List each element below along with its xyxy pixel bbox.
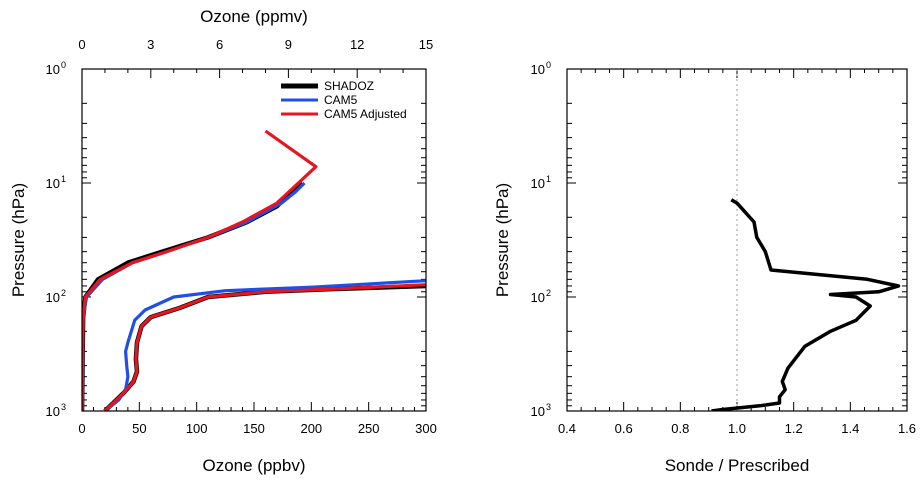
x-tick-label: 0.6 — [615, 421, 633, 436]
y-tick-label: 10 1 — [46, 174, 66, 191]
x-tick-label: 150 — [243, 421, 265, 436]
y-tick-exponent: 3 — [61, 402, 66, 412]
right-y-axis-title: Pressure (hPa) — [493, 183, 512, 297]
y-tick-label: 10 0 — [46, 60, 66, 77]
y-tick-exponent: 1 — [61, 174, 66, 184]
left-y-axis-title: Pressure (hPa) — [9, 183, 28, 297]
right-series-lines — [711, 198, 901, 411]
bottom-x-tick-labels: 0 50 100 150 200 250 300 — [78, 421, 436, 436]
y-tick-exponent: 0 — [546, 60, 551, 70]
y-tick-exponent: 0 — [61, 60, 66, 70]
x2-tick-label: 6 — [216, 37, 223, 52]
x-tick-label: 100 — [186, 421, 208, 436]
legend-label: SHADOZ — [324, 79, 374, 93]
top-x-axis-title: Ozone (ppmv) — [200, 7, 308, 26]
y-tick-label: 10 3 — [531, 402, 551, 419]
top-x-tick-labels: 0 3 6 9 12 15 — [78, 37, 433, 52]
right-plot-frame — [566, 68, 908, 412]
y-tick-base: 10 — [531, 176, 545, 191]
y-tick-exponent: 3 — [546, 402, 551, 412]
x-tick-label: 0 — [78, 421, 85, 436]
series-shadoz-strat-line — [82, 181, 304, 411]
x-tick-label: 0.8 — [671, 421, 689, 436]
x-tick-label: 1.4 — [841, 421, 859, 436]
x-tick-label: 250 — [358, 421, 380, 436]
y-tick-label: 10 1 — [531, 174, 551, 191]
right-x-tick-labels: 0.4 0.6 0.8 1.0 1.2 1.4 1.6 — [558, 421, 916, 436]
x-tick-label: 1.2 — [785, 421, 803, 436]
left-panel: Ozone (ppmv) 0 3 6 9 12 15 0 50 100 150 200 250 300… — [9, 7, 437, 475]
y-tick-label: 10 2 — [46, 288, 66, 305]
x-tick-label: 200 — [300, 421, 322, 436]
x-tick-label: 1.0 — [728, 421, 746, 436]
x2-tick-label: 12 — [350, 37, 364, 52]
series-cam5-adjusted-tropo-line — [103, 283, 426, 411]
ratio-line — [711, 198, 901, 411]
y-tick-base: 10 — [46, 290, 60, 305]
x-tick-label: 0.4 — [558, 421, 576, 436]
series-cam5-adjusted-strat-line — [82, 129, 318, 411]
y-tick-label: 10 0 — [531, 60, 551, 77]
y-tick-base: 10 — [46, 62, 60, 77]
legend-label: CAM5 Adjusted — [324, 107, 407, 121]
x-tick-label: 300 — [415, 421, 437, 436]
left-series-lines — [82, 129, 426, 411]
y-tick-label: 10 2 — [531, 288, 551, 305]
y-tick-base: 10 — [46, 404, 60, 419]
y-tick-base: 10 — [46, 176, 60, 191]
right-x-axis-title: Sonde / Prescribed — [665, 456, 810, 475]
y-tick-exponent: 1 — [546, 174, 551, 184]
x2-tick-label: 0 — [78, 37, 85, 52]
y-tick-base: 10 — [531, 290, 545, 305]
y-tick-base: 10 — [531, 404, 545, 419]
left-plot-frame — [81, 68, 427, 412]
bottom-x-axis-title: Ozone (ppbv) — [203, 456, 306, 475]
y-tick-label: 10 3 — [46, 402, 66, 419]
y-tick-exponent: 2 — [546, 288, 551, 298]
y-tick-base: 10 — [531, 62, 545, 77]
x-tick-label: 1.6 — [898, 421, 916, 436]
x-tick-label: 50 — [132, 421, 146, 436]
x2-tick-label: 3 — [147, 37, 154, 52]
series-cam5-strat-line — [82, 181, 306, 411]
series-cam5-tropo-line — [103, 279, 426, 411]
x2-tick-label: 9 — [285, 37, 292, 52]
x2-tick-label: 15 — [419, 37, 433, 52]
y-tick-exponent: 2 — [61, 288, 66, 298]
legend-label: CAM5 — [324, 93, 358, 107]
